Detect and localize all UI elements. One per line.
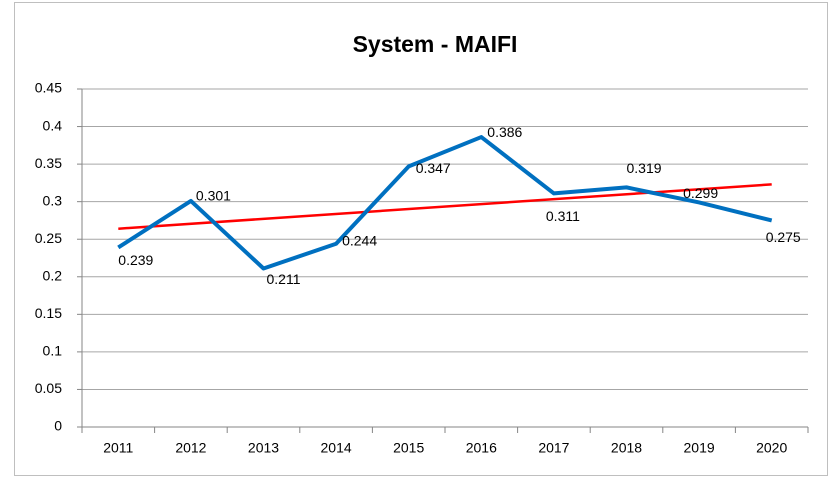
data-label: 0.386 xyxy=(487,124,522,140)
x-tick-label: 2019 xyxy=(684,440,715,456)
x-tick-label: 2013 xyxy=(248,440,279,456)
y-tick-label: 0.15 xyxy=(35,305,62,321)
y-tick-label: 0.2 xyxy=(43,267,63,283)
data-label: 0.239 xyxy=(118,252,153,268)
data-label: 0.211 xyxy=(267,271,301,287)
x-tick-label: 2020 xyxy=(756,440,787,456)
y-tick-label: 0.4 xyxy=(43,117,63,133)
y-tick-label: 0.45 xyxy=(35,80,62,96)
data-label: 0.347 xyxy=(416,160,451,176)
data-label: 0.299 xyxy=(683,185,718,201)
data-line xyxy=(117,135,773,271)
x-tick-label: 2012 xyxy=(175,440,206,456)
data-label: 0.311 xyxy=(546,208,580,224)
y-tick-label: 0 xyxy=(54,418,62,434)
x-tick-label: 2011 xyxy=(103,440,133,456)
x-tick-label: 2014 xyxy=(321,440,352,456)
data-label: 0.244 xyxy=(342,232,377,248)
x-tick-label: 2015 xyxy=(393,440,424,456)
data-label: 0.275 xyxy=(766,229,801,245)
trendline xyxy=(118,183,772,230)
x-tick-label: 2017 xyxy=(538,440,569,456)
data-label: 0.301 xyxy=(196,188,231,204)
y-tick-label: 0.1 xyxy=(43,343,63,359)
x-tick-label: 2018 xyxy=(611,440,642,456)
y-tick-label: 0.05 xyxy=(35,380,62,396)
data-label: 0.319 xyxy=(627,160,662,176)
x-tick-label: 2016 xyxy=(466,440,497,456)
y-tick-label: 0.35 xyxy=(35,155,62,171)
chart-title: System - MAIFI xyxy=(353,31,518,57)
y-tick-label: 0.3 xyxy=(43,192,63,208)
y-tick-label: 0.25 xyxy=(35,230,62,246)
